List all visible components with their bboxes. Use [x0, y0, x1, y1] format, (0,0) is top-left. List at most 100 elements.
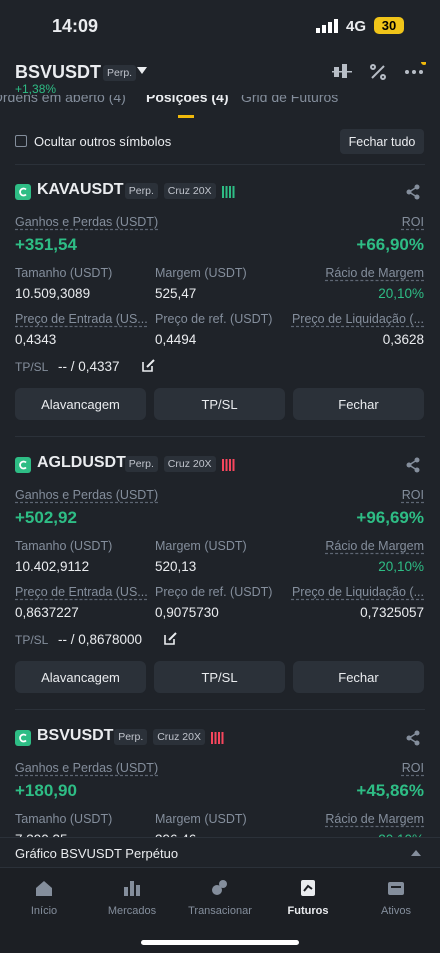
field-value: +351,54 [15, 235, 77, 254]
position-symbol[interactable]: BSVUSDT [37, 727, 114, 744]
action-button[interactable]: Alavancagem [15, 388, 146, 420]
edit-icon[interactable] [164, 632, 177, 650]
tpsl-value: -- / 0,8678000 [58, 632, 143, 647]
field-label: ROI [401, 215, 424, 229]
field-value: 7.390,35 [15, 832, 68, 837]
nav-label[interactable]: Início [30, 905, 58, 917]
coin-icon [15, 457, 31, 473]
chart-bar[interactable]: Gráfico BSVUSDT Perpétuo [0, 837, 440, 867]
position-badge: Perp. [124, 183, 158, 199]
field-label: Preço de Liquidação (... [291, 585, 424, 599]
position-badge: Perp. [124, 456, 158, 472]
tab[interactable]: Grid de Futuros [241, 95, 339, 105]
field-label: ROI [401, 761, 424, 775]
action-button[interactable]: TP/SL [154, 388, 285, 420]
field-label: Ganhos e Perdas (USDT) [15, 215, 159, 229]
margin-mode: Cruz 20X [163, 183, 216, 199]
tpsl-label: TP/SL [15, 360, 49, 374]
position-symbol[interactable]: AGLDUSDT [37, 454, 126, 471]
header-icons[interactable] [332, 62, 426, 82]
field-label: Preço de ref. (USDT) [155, 312, 273, 326]
field-label: ROI [401, 488, 424, 502]
close-all-button[interactable]: Fechar tudo [340, 129, 424, 154]
margin-mode: Cruz 20X [153, 729, 205, 745]
nav-icon[interactable] [386, 878, 406, 903]
nav-icon[interactable] [122, 878, 142, 903]
field-value: 0,7325057 [360, 605, 424, 620]
field-value: 0,4494 [155, 332, 197, 347]
field-label: Margem (USDT) [155, 539, 247, 553]
edit-icon[interactable] [142, 359, 156, 377]
share-icon[interactable] [405, 457, 421, 478]
field-label: Preço de Liquidação (... [291, 312, 424, 326]
divider [15, 709, 425, 710]
header-change: +1,38% [15, 82, 57, 96]
field-label: Rácio de Margem [325, 539, 424, 553]
position-card: AGLDUSDT Perp. Cruz 20X Ganhos e Perdas (US… [0, 453, 440, 726]
action-button[interactable]: Fechar [293, 661, 424, 693]
nav-label[interactable]: Futuros [287, 905, 329, 917]
field-value: 0,8637227 [15, 605, 79, 620]
field-label: Ganhos e Perdas (USDT) [15, 761, 159, 775]
divider [15, 436, 425, 437]
field-label: Tamanho (USDT) [15, 539, 113, 553]
nav-label[interactable]: Transacionar [188, 905, 252, 917]
action-button[interactable]: TP/SL [154, 661, 285, 693]
tpsl-value: -- / 0,4337 [58, 359, 120, 374]
field-value: 0,3628 [382, 332, 424, 347]
field-label: Preço de Entrada (US... [15, 312, 148, 326]
share-icon[interactable] [405, 184, 421, 205]
field-label: Rácio de Margem [325, 812, 424, 826]
position-symbol[interactable]: KAVAUSDT [37, 181, 124, 198]
tab-active[interactable]: Posições (4) [146, 95, 229, 105]
field-label: Preço de Entrada (US... [15, 585, 148, 599]
margin-mode: Cruz 20X [163, 456, 216, 472]
field-value: 20,10% [378, 559, 424, 574]
field-label: Rácio de Margem [325, 266, 424, 280]
tab-indicator [178, 115, 194, 118]
header-badge: Perp. [103, 65, 137, 81]
field-value: 525,47 [155, 286, 197, 301]
nav-label[interactable]: Mercados [107, 905, 157, 917]
field-label: Preço de ref. (USDT) [155, 585, 273, 599]
field-label: Tamanho (USDT) [15, 266, 113, 280]
field-value: 20,10% [378, 832, 424, 837]
nav-icon[interactable] [34, 878, 54, 903]
battery: 30 [374, 17, 404, 34]
position-badge: Perp. [114, 729, 148, 745]
divider [15, 164, 425, 165]
chevron [411, 850, 421, 856]
header-symbol[interactable]: BSVUSDT [15, 62, 102, 82]
field-value: +502,92 [15, 508, 77, 527]
checkbox-label[interactable]: Ocultar outros símbolos [34, 134, 172, 149]
bottom-nav: Início Mercados Transacionar Futuros Ativos [0, 867, 440, 953]
field-value: +66,90% [356, 235, 424, 254]
field-value: 10.509,3089 [15, 286, 91, 301]
field-value: +180,90 [15, 781, 77, 800]
field-value: 0,4343 [15, 332, 57, 347]
dropdown-icon[interactable] [137, 67, 147, 74]
header: BSVUSDT Perp. +1,38% [0, 50, 440, 96]
tab[interactable]: Ordens em aberto (4) [0, 95, 126, 105]
checkbox[interactable] [15, 135, 27, 147]
field-label: Ganhos e Perdas (USDT) [15, 488, 159, 502]
action-button[interactable]: Alavancagem [15, 661, 146, 693]
position-card: KAVAUSDT Perp. Cruz 20X Ganhos e Perdas (US… [0, 180, 440, 453]
position-card: BSVUSDT Perp. Cruz 20X Ganhos e Perdas (USD… [0, 726, 440, 837]
field-value: 10.402,9112 [15, 559, 90, 574]
field-label: Margem (USDT) [155, 266, 247, 280]
signal-icon [316, 19, 338, 33]
field-label: Margem (USDT) [155, 812, 247, 826]
field-value: +45,86% [356, 781, 424, 800]
field-value: 20,10% [378, 286, 424, 301]
nav-icon[interactable] [210, 878, 230, 903]
nav-icon[interactable] [298, 878, 318, 903]
share-icon[interactable] [405, 730, 421, 751]
tpsl-label: TP/SL [15, 633, 49, 647]
nav-label[interactable]: Ativos [381, 905, 411, 917]
field-label: Tamanho (USDT) [15, 812, 113, 826]
action-button[interactable]: Fechar [293, 388, 424, 420]
chart-bar-label: Gráfico BSVUSDT Perpétuo [15, 846, 179, 861]
field-value: 0,9075730 [155, 605, 219, 620]
risk-icon [211, 731, 225, 749]
